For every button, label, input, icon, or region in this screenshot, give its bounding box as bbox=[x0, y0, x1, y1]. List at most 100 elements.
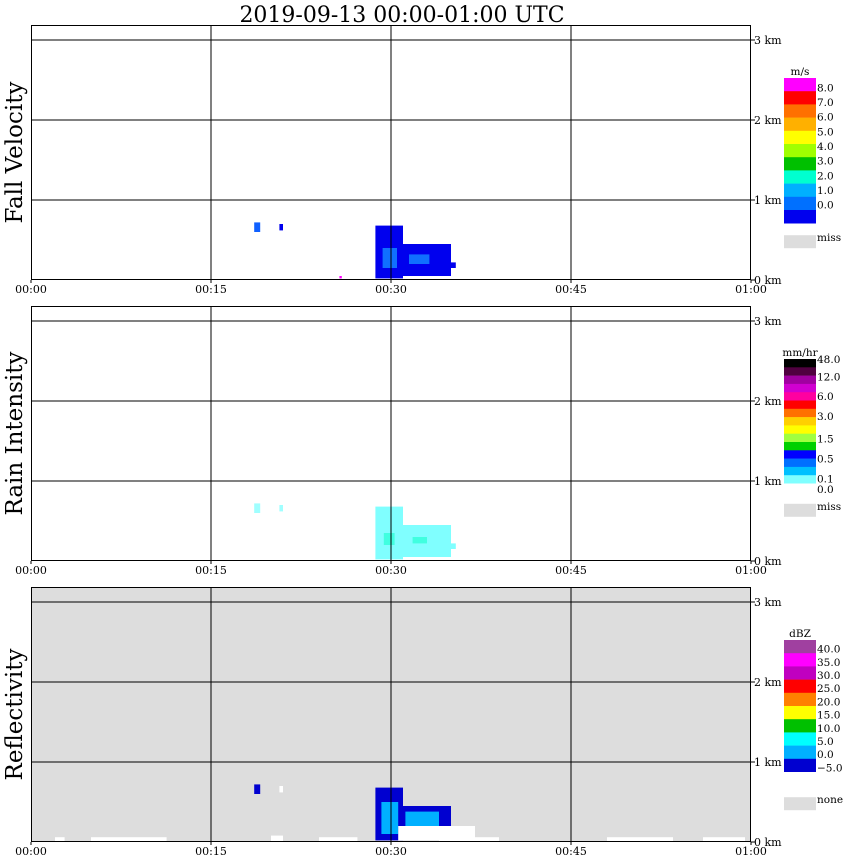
colorbar: m/s 8.0 7.0 6.0 5.0 4.0 3.0 2.0 1.0 0.0 miss bbox=[784, 66, 841, 249]
colorbar-label: 25.0 bbox=[817, 683, 840, 695]
echo-cell bbox=[279, 786, 283, 793]
colorbar-swatch bbox=[784, 130, 816, 145]
echo-cell bbox=[319, 837, 358, 842]
colorbar-label: 5.0 bbox=[817, 736, 834, 748]
colorbar-swatch bbox=[784, 475, 816, 484]
colorbar-missing-label: none bbox=[817, 794, 843, 806]
plot-frame bbox=[31, 25, 751, 280]
x-tick-label: 00:30 bbox=[375, 283, 407, 296]
colorbar-swatch bbox=[784, 392, 816, 401]
echo-cell bbox=[254, 784, 261, 794]
y-tick-label: 0 km bbox=[754, 274, 782, 287]
colorbar-swatch bbox=[784, 666, 816, 680]
colorbar: dBZ 40.035.030.025.020.0 15.010.05.00.0−5.… bbox=[784, 628, 843, 811]
colorbar-label: 1.0 bbox=[817, 185, 834, 197]
colorbar-swatch bbox=[784, 144, 816, 158]
echo-cell bbox=[451, 543, 456, 549]
colorbar-unit: m/s bbox=[791, 66, 810, 78]
colorbar-swatch bbox=[784, 692, 816, 707]
colorbar-swatch bbox=[784, 383, 816, 393]
colorbar-label: 10.0 bbox=[817, 723, 840, 735]
panel-fall-velocity: 00:00 00:15 00:30 00:45 01:000 km 1 km 2 km 3 k… bbox=[2, 25, 841, 296]
colorbar-swatch bbox=[784, 483, 816, 493]
colorbar-unit: dBZ bbox=[789, 628, 811, 640]
echo-cell bbox=[339, 276, 342, 279]
x-tick-label: 00:15 bbox=[195, 845, 227, 858]
colorbar-label: 40.0 bbox=[817, 644, 840, 656]
echo-cell bbox=[91, 837, 167, 842]
x-tick-label: 01:00 bbox=[735, 283, 767, 296]
colorbar-swatch bbox=[784, 400, 816, 410]
plot-frame bbox=[31, 306, 751, 561]
y-tick-label: 2 km bbox=[754, 676, 782, 689]
colorbar-swatch bbox=[784, 210, 816, 224]
colorbar-swatch bbox=[784, 375, 816, 385]
echo-cell bbox=[254, 222, 261, 232]
colorbar-swatch bbox=[784, 719, 816, 733]
colorbar-label: −5.0 bbox=[817, 762, 843, 774]
echo-cell bbox=[382, 248, 397, 268]
colorbar-swatch bbox=[784, 772, 816, 786]
y-tick-label: 2 km bbox=[754, 395, 782, 408]
colorbar-missing-swatch bbox=[784, 235, 816, 249]
plot-frame bbox=[31, 587, 751, 842]
colorbar-label: 35.0 bbox=[817, 657, 840, 669]
colorbar-label: 5.0 bbox=[817, 126, 834, 138]
colorbar-swatch bbox=[784, 408, 816, 418]
colorbar-label: 8.0 bbox=[817, 82, 834, 94]
colorbar-swatch bbox=[784, 758, 816, 773]
colorbar-label: 1.5 bbox=[817, 434, 834, 446]
figure-title: 2019-09-13 00:00-01:00 UTC bbox=[239, 3, 564, 28]
colorbar-swatch bbox=[784, 367, 816, 376]
echo-cell bbox=[439, 837, 499, 842]
colorbar-swatch bbox=[784, 104, 816, 118]
colorbar-swatch bbox=[784, 450, 816, 459]
panel-label: Reflectivity bbox=[2, 649, 28, 781]
colorbar-label: 2.0 bbox=[817, 170, 834, 182]
colorbar-swatch bbox=[784, 359, 816, 368]
colorbar-missing-label: miss bbox=[817, 501, 841, 513]
colorbar-label: 3.0 bbox=[817, 411, 834, 423]
x-tick-label: 00:45 bbox=[555, 564, 587, 577]
colorbar-swatch bbox=[784, 433, 816, 443]
colorbar-missing-label: miss bbox=[817, 232, 841, 244]
panel-label: Rain Intensity bbox=[2, 351, 28, 515]
colorbar-label: 3.0 bbox=[817, 156, 834, 168]
colorbar-swatch bbox=[784, 78, 816, 92]
colorbar-swatch bbox=[784, 425, 816, 434]
colorbar-swatch bbox=[784, 640, 816, 654]
x-tick-label: 00:15 bbox=[195, 564, 227, 577]
colorbar-swatch bbox=[784, 653, 816, 667]
echo-cell bbox=[412, 537, 427, 544]
panel-rain-intensity: 00:00 00:15 00:30 00:45 01:000 km 1 km 2 km 3 k… bbox=[2, 306, 841, 577]
colorbar-unit: mm/hr bbox=[782, 347, 818, 359]
x-tick-label: 00:00 bbox=[15, 283, 47, 296]
y-tick-label: 1 km bbox=[754, 475, 782, 488]
panel-label: Fall Velocity bbox=[2, 82, 28, 224]
colorbar-label: 12.0 bbox=[817, 371, 840, 383]
x-tick-label: 00:00 bbox=[15, 564, 47, 577]
colorbar-swatch bbox=[784, 91, 816, 105]
colorbar-missing-swatch bbox=[784, 503, 816, 517]
y-tick-label: 0 km bbox=[754, 836, 782, 849]
echo-cell bbox=[381, 802, 399, 834]
x-tick-label: 00:15 bbox=[195, 283, 227, 296]
colorbar-label: 0.0 bbox=[817, 484, 834, 496]
y-tick-label: 3 km bbox=[754, 34, 782, 47]
y-tick-label: 2 km bbox=[754, 114, 782, 127]
echo-cell bbox=[398, 826, 475, 841]
colorbar-missing-swatch bbox=[784, 797, 816, 811]
colorbar-swatch bbox=[784, 117, 816, 132]
colorbar-swatch bbox=[784, 706, 816, 720]
y-tick-label: 3 km bbox=[754, 596, 782, 609]
x-tick-label: 01:00 bbox=[735, 845, 767, 858]
echo-cell bbox=[409, 254, 430, 264]
colorbar-swatch bbox=[784, 157, 816, 171]
colorbar-label: 0.1 bbox=[817, 474, 834, 486]
colorbar-swatch bbox=[784, 679, 816, 694]
panels: 00:00 00:15 00:30 00:45 01:000 km1 km2 km3 k… bbox=[2, 25, 843, 858]
echo-cell bbox=[271, 835, 283, 842]
colorbar-label: 20.0 bbox=[817, 696, 840, 708]
